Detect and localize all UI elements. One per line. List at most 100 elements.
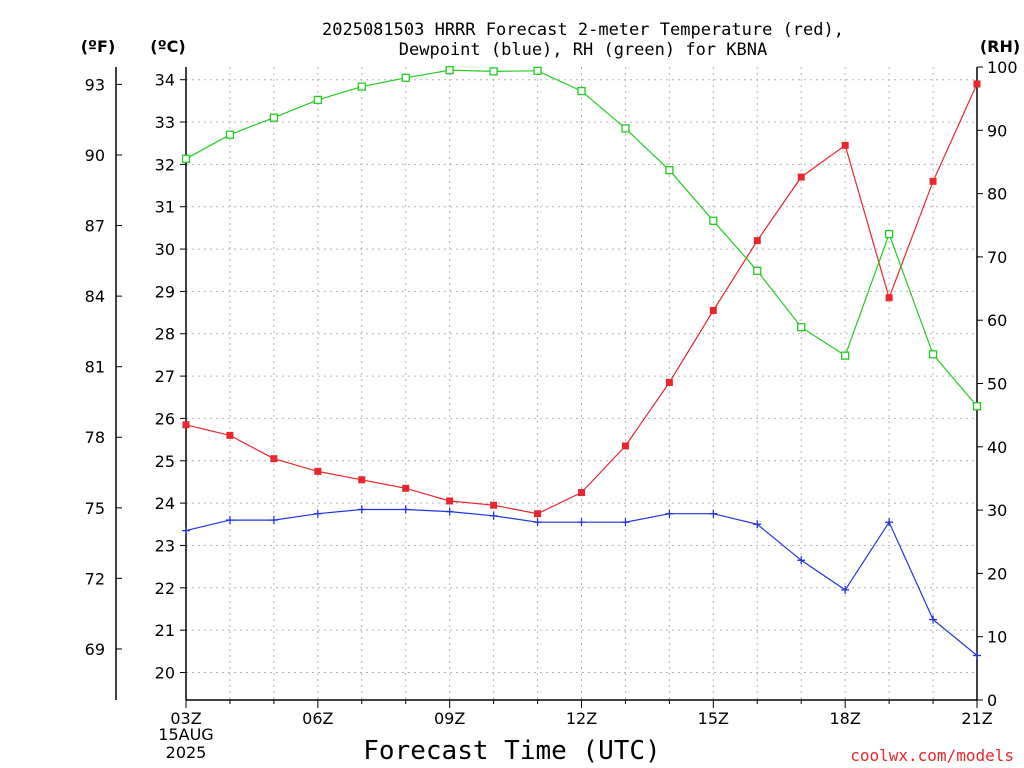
chart-title-line1: 2025081503 HRRR Forecast 2-meter Tempera… xyxy=(322,20,844,40)
dewpoint-point xyxy=(313,509,322,518)
rh-point xyxy=(797,323,806,332)
rh-point xyxy=(489,67,498,76)
fahrenheit-tick-label: 78 xyxy=(85,428,105,447)
temperature-point xyxy=(226,431,234,439)
fahrenheit-tick-label: 90 xyxy=(85,146,105,165)
dewpoint-point xyxy=(841,585,850,594)
rh-tick-label: 60 xyxy=(987,311,1007,330)
temperature-point xyxy=(841,141,849,149)
chart-title-line2: Dewpoint (blue), RH (green) for KBNA xyxy=(399,40,767,60)
rh-point xyxy=(972,402,982,411)
rh-point xyxy=(401,73,410,82)
temperature-point xyxy=(753,237,761,245)
fahrenheit-tick-label: 69 xyxy=(85,640,105,659)
dewpoint-point xyxy=(577,518,586,527)
rh-point xyxy=(884,229,894,239)
fahrenheit-tick-label: 75 xyxy=(85,499,105,518)
rh-tick-label: 20 xyxy=(987,564,1007,583)
dewpoint-point xyxy=(225,516,234,525)
temperature-point xyxy=(797,173,805,181)
celsius-tick-label: 24 xyxy=(155,494,175,513)
celsius-tick-label: 26 xyxy=(155,409,175,428)
rh-point xyxy=(753,266,762,275)
rh-tick-label: 40 xyxy=(987,438,1007,457)
x-tick-label: 06Z xyxy=(302,709,333,728)
rh-point xyxy=(269,113,279,122)
rh-point xyxy=(445,66,454,75)
celsius-tick-label: 20 xyxy=(155,663,175,682)
dewpoint-point xyxy=(182,526,190,535)
dewpoint-point xyxy=(665,509,674,518)
temperature-point xyxy=(182,421,190,429)
temperature-point xyxy=(709,306,717,314)
fahrenheit-tick-label: 81 xyxy=(85,358,105,377)
dewpoint-point xyxy=(973,651,981,660)
dewpoint-point xyxy=(401,505,410,514)
rh-tick-label: 70 xyxy=(987,248,1007,267)
dewpoint-point xyxy=(797,556,806,565)
rh-axis-label: (RH) xyxy=(980,37,1020,56)
x-tick-label: 12Z xyxy=(566,709,597,728)
temperature-point xyxy=(621,442,629,450)
celsius-tick-label: 27 xyxy=(155,367,175,386)
celsius-tick-label: 22 xyxy=(155,579,175,598)
credit-text: coolwx.com/models xyxy=(850,746,1014,765)
rh-point xyxy=(313,95,322,105)
celsius-tick-label: 33 xyxy=(155,113,175,132)
temperature-point xyxy=(973,80,981,88)
rh-point xyxy=(533,66,542,75)
temperature-point xyxy=(314,467,322,475)
rh-tick-label: 100 xyxy=(987,58,1018,77)
temperature-point xyxy=(446,497,454,505)
x-tick-label: 15Z xyxy=(698,709,729,728)
celsius-tick-label: 28 xyxy=(155,325,175,344)
rh-point xyxy=(665,166,674,175)
date-label-year: 2025 xyxy=(166,743,207,762)
fahrenheit-axis-label: (ºF) xyxy=(81,37,116,56)
rh-tick-label: 50 xyxy=(987,375,1007,394)
dewpoint-point xyxy=(357,505,366,514)
celsius-axis-label: (ºC) xyxy=(150,37,185,56)
celsius-tick-label: 31 xyxy=(155,198,175,217)
rh-point xyxy=(841,351,850,360)
rh-tick-label: 90 xyxy=(987,121,1007,140)
celsius-tick-label: 21 xyxy=(155,621,175,640)
celsius-tick-label: 25 xyxy=(155,452,175,471)
tick-labels: 03Z 06Z 09Z 12Z 15Z 18Z 21Z 34 33 32 31 30 29 28 27 26 2… xyxy=(85,58,1018,728)
rh-point xyxy=(621,124,630,133)
temperature-point xyxy=(490,501,498,509)
grid-lines xyxy=(186,67,977,700)
dewpoint-point xyxy=(709,509,718,518)
fahrenheit-tick-label: 84 xyxy=(85,287,105,306)
series xyxy=(181,66,982,660)
rh-tick-label: 10 xyxy=(987,628,1007,647)
celsius-tick-label: 34 xyxy=(155,71,175,90)
dewpoint-point xyxy=(533,518,542,527)
rh-tick-label: 0 xyxy=(987,691,997,710)
x-tick-label: 03Z xyxy=(170,709,201,728)
dewpoint-line xyxy=(185,508,978,656)
dewpoint-point xyxy=(445,507,454,516)
rh-point xyxy=(709,216,718,225)
rh-point xyxy=(225,130,235,139)
rh-tick-label: 80 xyxy=(987,185,1007,204)
celsius-tick-label: 30 xyxy=(155,240,175,259)
date-label-day: 15AUG xyxy=(158,725,213,744)
fahrenheit-tick-label: 72 xyxy=(85,569,105,588)
fahrenheit-tick-label: 93 xyxy=(85,75,105,94)
rh-tick-label: 30 xyxy=(987,501,1007,520)
dewpoint-point xyxy=(269,516,278,525)
dewpoint-point xyxy=(929,615,938,624)
rh-point xyxy=(577,86,586,96)
dewpoint-point xyxy=(753,520,762,529)
celsius-tick-label: 32 xyxy=(155,155,175,174)
celsius-tick-label: 23 xyxy=(155,536,175,555)
temperature-point xyxy=(534,510,542,518)
fahrenheit-tick-label: 87 xyxy=(85,217,105,236)
temperature-point xyxy=(358,476,366,484)
dewpoint-point xyxy=(489,511,498,520)
temperature-line xyxy=(185,83,978,515)
temperature-point xyxy=(885,294,893,302)
celsius-tick-label: 29 xyxy=(155,282,175,301)
x-tick-label: 09Z xyxy=(434,709,465,728)
